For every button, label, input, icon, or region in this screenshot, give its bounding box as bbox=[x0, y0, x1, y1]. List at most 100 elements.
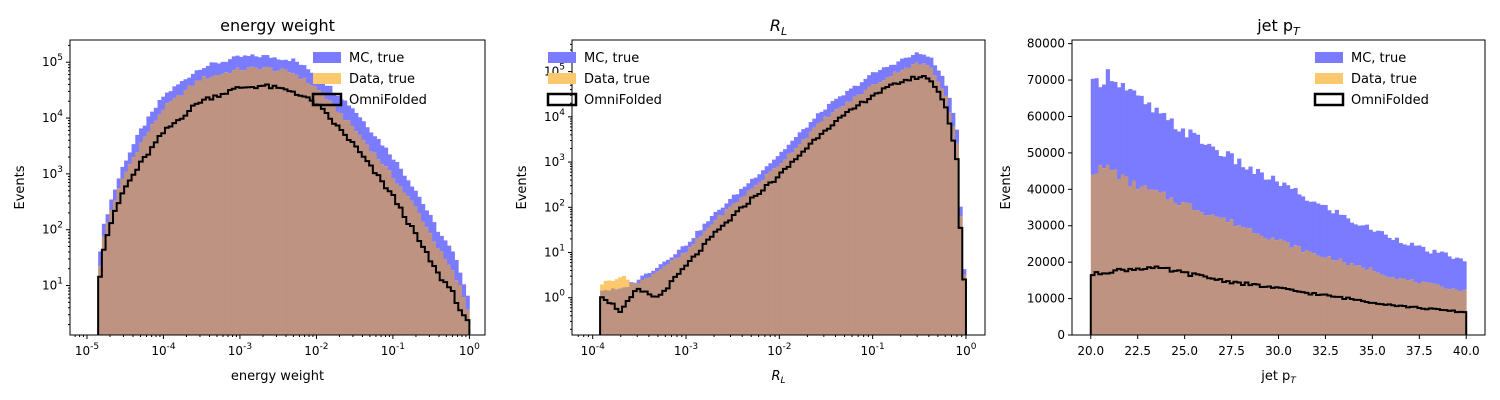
histogram-bar-overlap bbox=[142, 136, 147, 335]
y-tick-label: 0 bbox=[1057, 328, 1065, 342]
histogram-bar-overlap bbox=[450, 270, 455, 335]
histogram-bar bbox=[801, 129, 806, 140]
histogram-bar bbox=[746, 183, 751, 191]
histogram-bar-overlap bbox=[1237, 225, 1242, 335]
histogram-bar bbox=[1184, 137, 1189, 203]
chart-title: energy weight bbox=[220, 16, 335, 35]
histogram-bar bbox=[793, 137, 799, 149]
histogram-bar-overlap bbox=[1218, 217, 1223, 335]
histogram-bar-overlap bbox=[268, 67, 274, 336]
legend-data-swatch bbox=[1315, 73, 1343, 84]
histogram-bar-overlap bbox=[691, 244, 696, 335]
histogram-bar-overlap bbox=[398, 186, 403, 335]
histogram-bar bbox=[1379, 231, 1385, 275]
histogram-bar-overlap bbox=[1158, 192, 1163, 335]
histogram-bar bbox=[409, 186, 415, 201]
histogram-bar bbox=[1413, 245, 1418, 283]
histogram-bar bbox=[120, 166, 125, 179]
histogram-bar bbox=[235, 55, 240, 68]
histogram-bar-overlap bbox=[176, 95, 181, 335]
histogram-bar bbox=[1120, 82, 1125, 175]
histogram-bar-overlap bbox=[954, 143, 960, 335]
histogram-bar-overlap bbox=[294, 74, 300, 336]
histogram-bar-overlap bbox=[1117, 179, 1122, 335]
histogram-bar bbox=[1439, 251, 1445, 287]
histogram-bar bbox=[417, 196, 422, 214]
histogram-bar bbox=[676, 249, 681, 258]
histogram-bar bbox=[361, 121, 366, 141]
chart-title: RL bbox=[770, 16, 787, 38]
histogram-bar bbox=[168, 91, 173, 102]
histogram-bar bbox=[346, 105, 351, 121]
histogram-bar-overlap bbox=[709, 224, 714, 335]
histogram-bar bbox=[1353, 224, 1358, 266]
y-tick-label: 102 bbox=[42, 221, 63, 237]
histogram-bar bbox=[1316, 203, 1321, 256]
histogram-bar bbox=[764, 166, 769, 175]
histogram-bar bbox=[1267, 179, 1272, 240]
histogram-bar bbox=[929, 57, 934, 68]
histogram-bar bbox=[1308, 201, 1313, 252]
histogram-bar-overlap bbox=[287, 72, 292, 335]
histogram-bar-overlap bbox=[654, 271, 660, 335]
x-tick-label: 30.0 bbox=[1265, 344, 1292, 358]
histogram-bar-overlap bbox=[1147, 189, 1152, 335]
y-tick-label: 20000 bbox=[1027, 255, 1065, 269]
histogram-bar bbox=[1098, 87, 1103, 166]
histogram-bar-overlap bbox=[228, 73, 233, 336]
histogram-bar bbox=[116, 178, 121, 189]
histogram-bar bbox=[684, 245, 689, 253]
histogram-bar bbox=[753, 177, 758, 186]
legend-omnifolded-label: OmniFolded bbox=[1351, 93, 1429, 108]
histogram-bar bbox=[731, 194, 736, 204]
histogram-bar bbox=[1293, 188, 1298, 246]
histogram-bar-overlap bbox=[250, 66, 255, 336]
histogram-bar-overlap bbox=[695, 238, 700, 335]
histogram-bar bbox=[629, 282, 634, 283]
histogram-bar bbox=[808, 122, 813, 132]
histogram-bar bbox=[250, 54, 255, 67]
histogram-bar bbox=[1304, 200, 1309, 250]
histogram-bar bbox=[1090, 78, 1095, 175]
histogram-bar bbox=[194, 70, 199, 81]
histogram-bar-overlap bbox=[183, 90, 188, 335]
legend-data-label: Data, true bbox=[1351, 72, 1417, 87]
histogram-bar bbox=[1421, 246, 1426, 282]
histogram-bar-overlap bbox=[213, 75, 218, 335]
histogram-bar bbox=[1109, 81, 1114, 171]
histogram-bar bbox=[636, 279, 641, 284]
histogram-bar-overlap bbox=[903, 67, 908, 336]
histogram-bar-overlap bbox=[101, 236, 106, 335]
histogram-bar bbox=[428, 214, 433, 234]
histogram-bar bbox=[933, 65, 938, 75]
x-tick-label: 35.0 bbox=[1359, 344, 1386, 358]
histogram-bar-overlap bbox=[135, 152, 140, 335]
histogram-bar-overlap bbox=[687, 247, 692, 335]
histogram-bar-overlap bbox=[600, 290, 605, 335]
histogram-bar bbox=[1383, 234, 1388, 276]
histogram-bar-overlap bbox=[1173, 202, 1178, 335]
histogram-bar-overlap bbox=[1143, 185, 1148, 335]
histogram-bar-overlap bbox=[885, 77, 890, 336]
histogram-bar bbox=[298, 64, 303, 80]
histogram-bar-overlap bbox=[1240, 227, 1246, 335]
legend-mc-swatch bbox=[548, 52, 576, 63]
histogram-bar-overlap bbox=[673, 258, 678, 335]
histogram-bar bbox=[1458, 258, 1463, 292]
histogram-bar-overlap bbox=[783, 159, 788, 335]
histogram-bar bbox=[1132, 90, 1137, 181]
histogram-bar bbox=[202, 68, 207, 77]
histogram-bar bbox=[1210, 146, 1216, 215]
histogram-bar bbox=[742, 186, 747, 196]
histogram-bar bbox=[287, 61, 292, 73]
histogram-bar-overlap bbox=[276, 70, 281, 335]
histogram-bar bbox=[1128, 88, 1133, 186]
histogram-bar-overlap bbox=[432, 241, 437, 335]
histogram-bar-overlap bbox=[662, 266, 667, 335]
histogram-bar-overlap bbox=[859, 94, 864, 335]
histogram-bar bbox=[157, 100, 162, 115]
histogram-bar-overlap bbox=[384, 166, 389, 335]
histogram-bar bbox=[443, 240, 448, 259]
histogram-bar bbox=[695, 230, 700, 239]
